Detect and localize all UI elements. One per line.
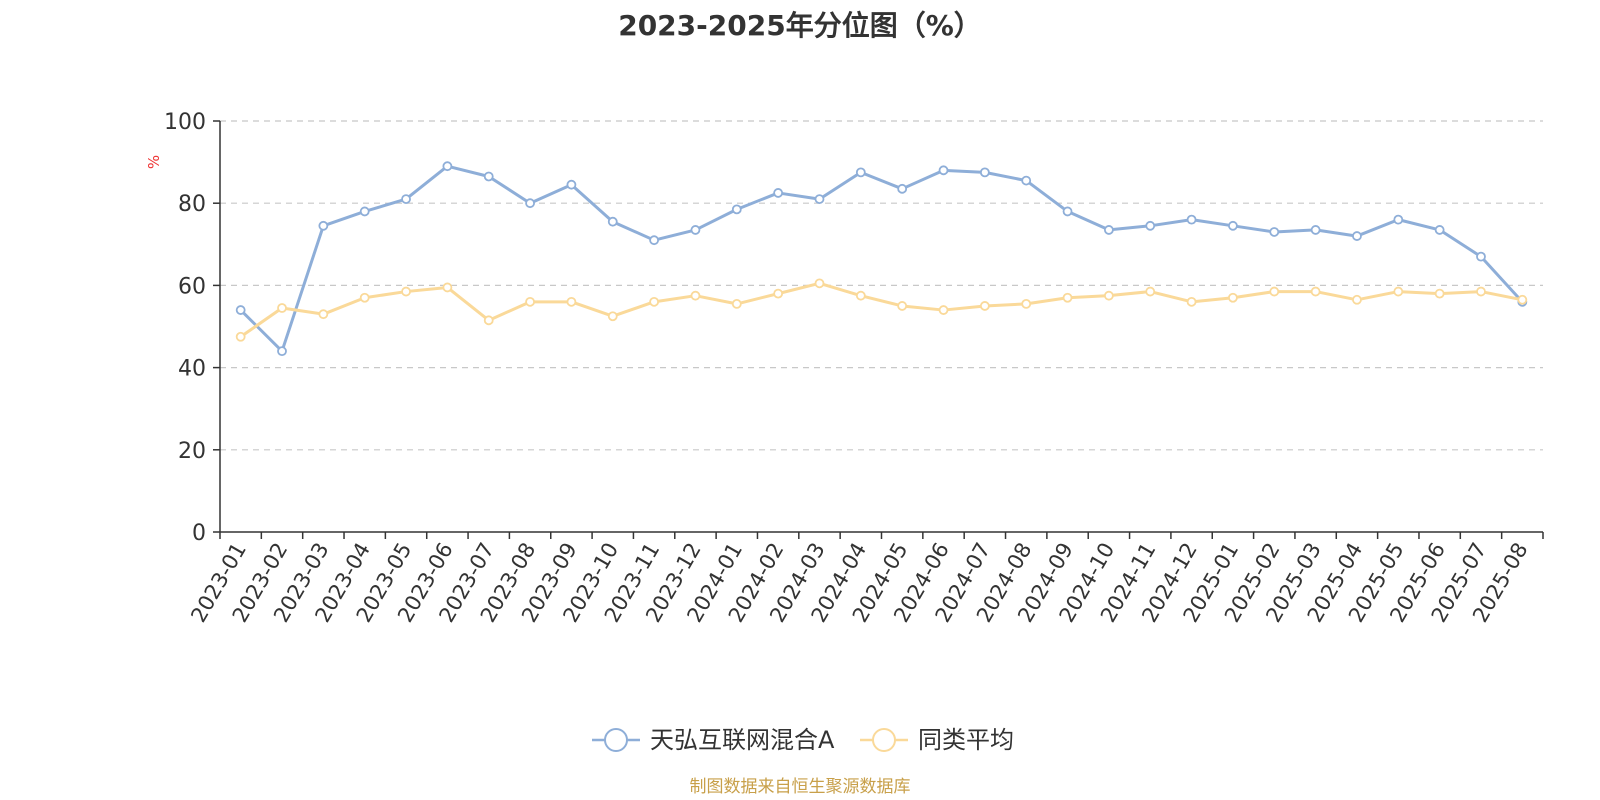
data-point (1062, 206, 1073, 217)
data-point (1145, 220, 1156, 231)
data-point (1434, 225, 1445, 235)
data-point (401, 286, 411, 297)
data-point (1393, 214, 1404, 225)
data-source-note: 制图数据来自恒生聚源数据库 (689, 777, 911, 797)
data-point (773, 188, 784, 198)
data-point (525, 296, 535, 307)
data-point (401, 194, 411, 204)
data-point (1476, 251, 1486, 262)
data-point (442, 282, 453, 293)
y-tick-label: 0 (192, 521, 206, 546)
data-point (855, 290, 866, 301)
data-point (1186, 214, 1197, 225)
y-tick-label: 60 (178, 274, 206, 299)
legend-label: 同类平均 (918, 726, 1014, 754)
data-point (1103, 290, 1114, 301)
data-point (277, 346, 287, 357)
data-point (442, 161, 453, 172)
series-line (239, 164, 1524, 353)
data-point (318, 309, 329, 320)
data-point (277, 303, 287, 313)
series-line (239, 281, 1523, 339)
data-point (649, 296, 660, 307)
series-0 (235, 161, 1528, 357)
data-point (731, 204, 742, 215)
data-point (235, 305, 246, 315)
data-point (483, 171, 494, 182)
data-point (1103, 225, 1114, 235)
legend-item[interactable]: 同类平均 (860, 726, 1014, 754)
data-point (690, 290, 701, 301)
data-point (359, 292, 370, 303)
data-point (607, 311, 618, 322)
data-point (1393, 286, 1404, 297)
chart-title: 2023-2025年分位图（%） (618, 9, 982, 42)
data-point (690, 225, 701, 235)
legend[interactable]: 天弘互联网混合A 同类平均 (592, 726, 1014, 754)
data-point (1228, 292, 1238, 303)
data-point (1434, 288, 1445, 299)
data-point (979, 167, 990, 178)
data-point (318, 220, 329, 231)
data-point (649, 235, 660, 246)
data-point (359, 206, 370, 217)
y-axis-label: % (145, 155, 163, 169)
data-point (1269, 227, 1280, 237)
legend-item[interactable]: 天弘互联网混合A (592, 726, 835, 754)
data-point (938, 165, 949, 176)
data-point (1186, 296, 1197, 307)
y-tick-label: 80 (178, 192, 206, 217)
data-point (566, 179, 577, 190)
data-point (814, 278, 825, 289)
data-point (1269, 286, 1280, 297)
y-tick-label: 40 (178, 357, 206, 382)
data-point (1310, 286, 1321, 297)
data-point (566, 296, 577, 307)
data-point (938, 305, 949, 315)
axes (219, 121, 1543, 533)
data-point (235, 331, 246, 342)
y-tick-label: 20 (178, 439, 206, 464)
legend-circle-icon (604, 728, 628, 752)
legend-circle-icon (872, 728, 896, 752)
data-point (1021, 298, 1032, 309)
series-1 (235, 278, 1528, 342)
data-point (1062, 292, 1073, 303)
x-axis-ticks: 2023-012023-022023-032023-042023-052023-… (186, 532, 1544, 626)
data-point (1145, 286, 1156, 297)
y-tick-label: 100 (164, 110, 206, 135)
data-point (1352, 231, 1362, 241)
legend-label: 天弘互联网混合A (650, 726, 835, 754)
data-point (897, 183, 908, 194)
series-layer (235, 161, 1528, 357)
data-point (855, 167, 866, 178)
data-point (607, 216, 618, 227)
y-axis-ticks: 0 20 40 60 80 100 (164, 110, 220, 546)
data-point (897, 301, 908, 311)
data-point (731, 298, 742, 309)
data-point (525, 198, 535, 209)
data-point (814, 194, 825, 204)
data-point (1021, 175, 1032, 186)
data-point (1517, 294, 1528, 305)
data-point (483, 315, 494, 326)
grid-lines (220, 120, 1543, 451)
data-point (1476, 286, 1486, 297)
data-point (1352, 294, 1362, 305)
data-point (1228, 220, 1238, 231)
data-point (1310, 225, 1321, 235)
data-point (979, 301, 990, 311)
data-point (773, 288, 784, 299)
